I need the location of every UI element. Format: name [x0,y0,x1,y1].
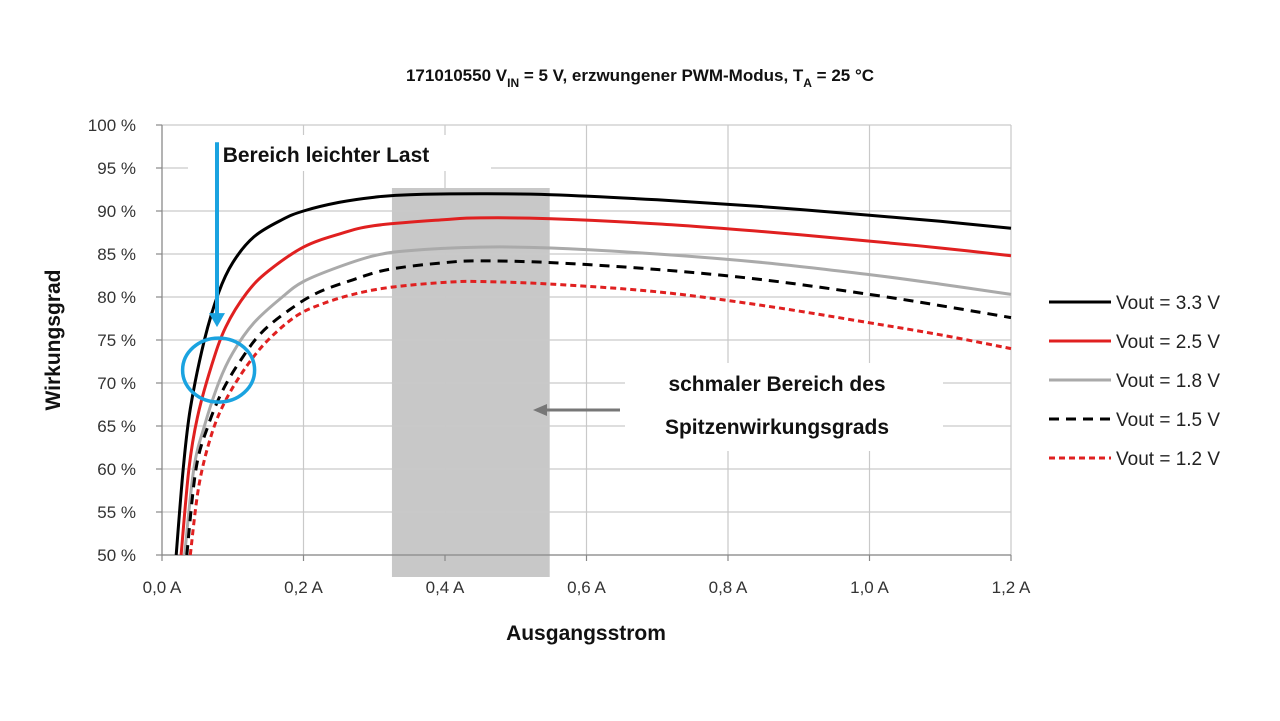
y-tick-label: 65 % [97,417,136,436]
series-line-1 [179,216,1012,556]
peak-arrow-head [533,404,547,416]
peak-label-line2: Spitzenwirkungsgrads [665,416,889,439]
x-axis-title: Ausgangsstrom [506,622,666,645]
title-sub-a: A [803,76,812,90]
title-sub-in: IN [507,76,519,90]
light-load-circle [180,336,257,404]
legend: Vout = 3.3 V Vout = 2.5 V Vout = 1.8 V Vout… [1049,293,1220,470]
axes: 50 % 55 % 60 % 65 % 70 % 75 % 80 % 85 % 90 % 95 %… [88,116,1031,597]
legend-label-2: Vout = 1.8 V [1116,371,1220,392]
series-line-4 [188,279,1012,556]
y-tick-label: 100 % [88,116,136,135]
peak-label-bg [625,363,943,451]
title-suffix: = 25 °C [812,66,874,85]
x-tick-label: 1,0 A [850,578,889,597]
y-tick-label: 55 % [97,503,136,522]
title-prefix: 171010550 V [406,66,508,85]
annotations: Bereich leichter Last schmaler Bereich de… [180,135,943,451]
legend-label-3: Vout = 1.5 V [1116,410,1220,431]
y-tick-label: 95 % [97,159,136,178]
light-load-arrow-head [209,313,225,328]
x-tick-label: 0,8 A [709,578,748,597]
x-tick-label: 0,6 A [567,578,606,597]
series-line-2 [183,245,1012,556]
light-load-label: Bereich leichter Last [223,144,430,167]
chart-title: 171010550 VIN = 5 V, erzwungener PWM-Mod… [406,66,874,90]
legend-label-0: Vout = 3.3 V [1116,293,1220,314]
y-axis-title: Wirkungsgrad [42,270,65,411]
y-tick-label: 50 % [97,546,136,565]
y-tick-label: 75 % [97,331,136,350]
y-tick-label: 70 % [97,374,136,393]
x-tick-label: 0,0 A [143,578,182,597]
title-mid: = 5 V, erzwungener PWM-Modus, T [519,66,804,85]
peak-label-line1: schmaler Bereich des [668,373,885,396]
legend-label-4: Vout = 1.2 V [1116,449,1220,470]
y-tick-label: 80 % [97,288,136,307]
series-line-3 [185,259,1012,556]
y-tick-label: 60 % [97,460,136,479]
x-tick-label: 1,2 A [992,578,1031,597]
y-tick-label: 90 % [97,202,136,221]
grid [161,124,1012,556]
light-load-label-bg [188,135,491,171]
legend-label-1: Vout = 2.5 V [1116,332,1220,353]
x-tick-label: 0,2 A [284,578,323,597]
y-tick-label: 85 % [97,245,136,264]
x-tick-label: 0,4 A [426,578,465,597]
